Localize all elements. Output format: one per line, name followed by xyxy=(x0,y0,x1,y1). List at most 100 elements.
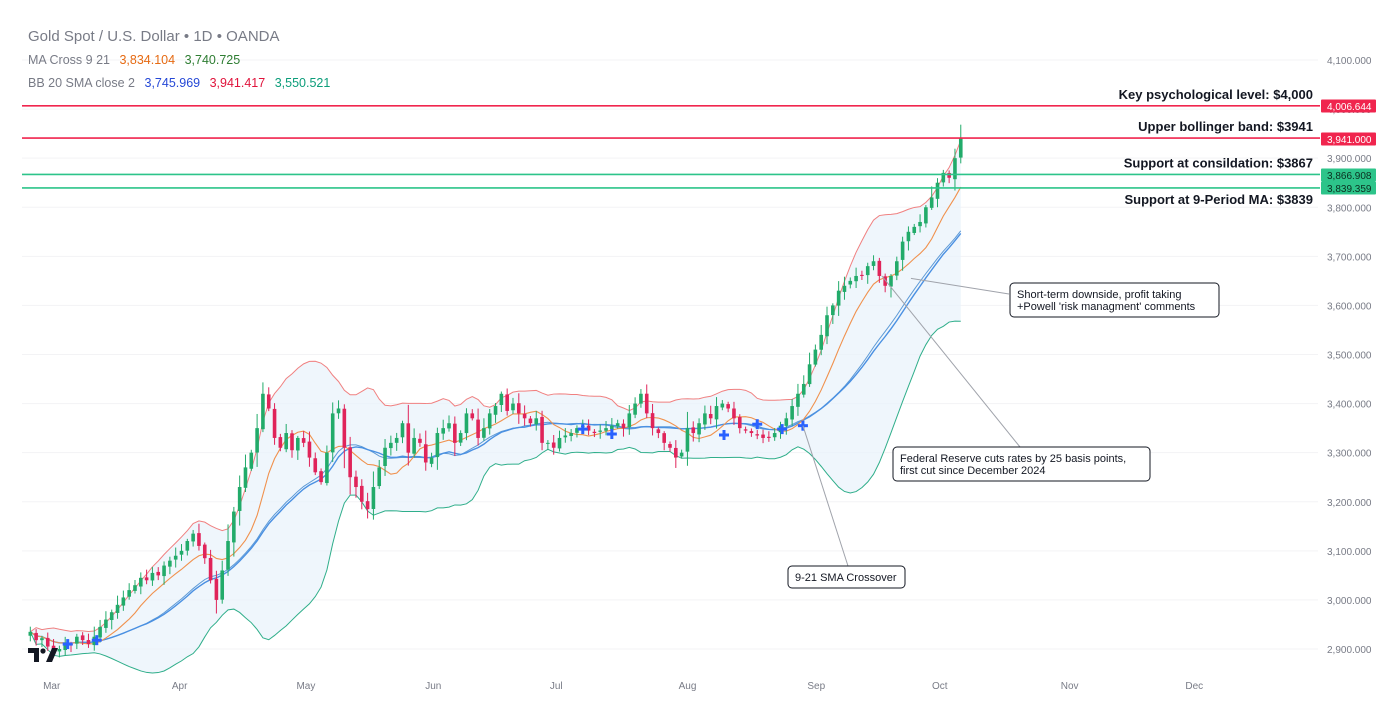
candle-body xyxy=(383,447,387,466)
candle xyxy=(57,645,62,658)
price-tag-label: 3,866.908 xyxy=(1327,171,1372,182)
candle xyxy=(470,409,475,421)
x-tick-label: Sep xyxy=(807,681,825,692)
candle-body xyxy=(540,416,544,443)
ma-cross-legend[interactable]: MA Cross 9 21 3,834.104 3,740.725 xyxy=(28,53,240,67)
candle-body xyxy=(679,452,684,457)
candle-body xyxy=(249,452,254,469)
candle xyxy=(371,471,376,520)
candle xyxy=(400,420,405,444)
tradingview-logo-icon[interactable] xyxy=(28,646,58,664)
level-label: Key psychological level: $4,000 xyxy=(1119,87,1313,102)
annotation-callout: Short-term downside, profit taking+Powel… xyxy=(910,277,1220,318)
candle-body xyxy=(185,541,190,551)
candle xyxy=(656,427,661,439)
candle-body xyxy=(150,572,155,581)
candle xyxy=(621,419,626,437)
candle-body xyxy=(708,413,713,419)
y-tick-label: 3,600.000 xyxy=(1327,301,1372,312)
candle xyxy=(784,412,789,435)
candle-body xyxy=(220,570,225,600)
crossover-marker xyxy=(777,424,788,435)
candle xyxy=(825,306,829,345)
bb-basis-value: 3,745.969 xyxy=(144,76,201,90)
candle-body xyxy=(598,430,603,432)
candle xyxy=(464,408,469,441)
candle xyxy=(296,435,300,460)
y-tick-label: 2,900.000 xyxy=(1327,645,1372,656)
candle-body xyxy=(482,428,486,438)
candle xyxy=(755,430,760,440)
candle xyxy=(720,400,725,411)
candle xyxy=(208,549,213,584)
candle-body xyxy=(359,485,364,502)
candle xyxy=(28,626,33,642)
price-tag xyxy=(1321,132,1376,146)
candle xyxy=(796,383,800,416)
y-tick-label: 3,500.000 xyxy=(1327,351,1372,362)
bollinger-legend[interactable]: BB 20 SMA close 2 3,745.969 3,941.417 3,… xyxy=(28,76,330,90)
candle xyxy=(505,388,509,416)
candle-body xyxy=(272,408,277,438)
candle-body xyxy=(883,276,887,286)
candle xyxy=(854,267,858,289)
candle xyxy=(650,403,655,436)
candle-body xyxy=(714,406,719,420)
y-tick-label: 4,100.000 xyxy=(1327,56,1372,67)
price-axis: 4,100.0004,000.0003,900.0003,800.0003,70… xyxy=(1321,56,1376,656)
candle xyxy=(354,470,358,498)
candle xyxy=(749,428,754,437)
candle-body xyxy=(924,207,928,224)
candle xyxy=(336,400,341,419)
candle-body xyxy=(528,418,533,424)
candle-body xyxy=(732,408,736,419)
candle-body xyxy=(266,394,271,409)
candle xyxy=(918,214,922,233)
candle xyxy=(633,397,637,419)
price-tag xyxy=(1321,99,1376,113)
candle-body xyxy=(336,408,341,414)
candle xyxy=(790,398,794,426)
y-tick-label: 3,100.000 xyxy=(1327,547,1372,558)
candle-body xyxy=(836,290,841,306)
candle-body xyxy=(80,635,85,641)
candle xyxy=(104,611,108,633)
candle-body xyxy=(243,467,248,488)
candle-body xyxy=(772,433,777,438)
price-tag-label: 3,941.000 xyxy=(1327,135,1372,146)
candle xyxy=(569,429,573,442)
ma-cross-label: MA Cross 9 21 xyxy=(28,53,110,67)
ma-21-value: 3,740.725 xyxy=(184,53,241,67)
candle-body xyxy=(40,638,44,641)
ma-21-line xyxy=(29,232,962,644)
candle xyxy=(232,506,236,557)
candle xyxy=(179,544,184,561)
interval-label: 1D xyxy=(193,28,213,45)
candle xyxy=(499,391,504,413)
candle xyxy=(522,405,527,426)
candle-body xyxy=(825,315,829,337)
candle-body xyxy=(865,266,870,276)
candle-body xyxy=(947,172,951,178)
candle xyxy=(226,524,230,576)
candle-body xyxy=(296,437,300,451)
candle-body xyxy=(86,640,91,645)
candle xyxy=(342,404,347,469)
time-axis: Mar Apr May Jun Jul Aug Sep Oct Nov Dec xyxy=(43,681,1203,692)
candle-body xyxy=(441,428,446,434)
candle-body xyxy=(563,435,568,438)
candle-body xyxy=(319,471,323,483)
candle xyxy=(877,257,882,283)
candle xyxy=(429,452,434,468)
annotation-text: 9-21 SMA Crossover xyxy=(795,572,897,584)
candle-body xyxy=(34,632,38,641)
candle xyxy=(127,583,131,600)
candle xyxy=(924,205,928,228)
candle-body xyxy=(208,557,213,581)
candle-body xyxy=(912,226,917,233)
candle xyxy=(307,431,312,467)
level-label: Support at 9-Period MA: $3839 xyxy=(1124,192,1313,207)
candle xyxy=(272,403,277,445)
candle-body xyxy=(75,636,79,644)
